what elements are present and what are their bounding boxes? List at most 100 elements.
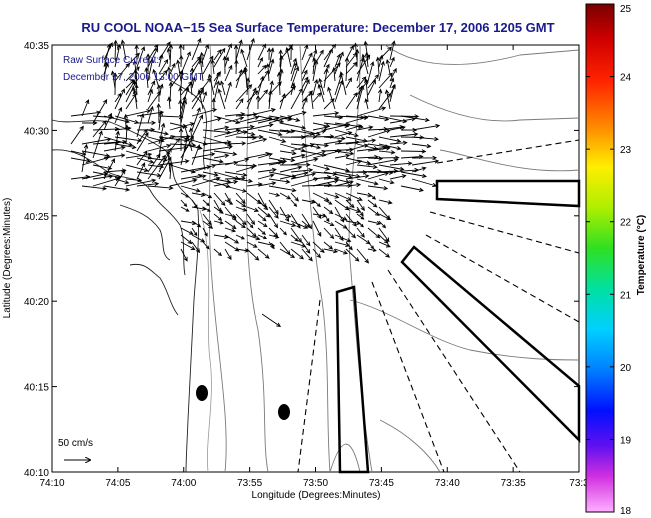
current-vector [245, 77, 251, 96]
current-vector [312, 164, 331, 171]
current-vector [312, 149, 343, 159]
current-vector [323, 43, 337, 61]
colorbar-ticks: 25 24 23 22 21 20 19 18 [586, 3, 632, 517]
current-vector [180, 234, 193, 245]
current-vector [345, 170, 368, 175]
annotation-line-2: December 17, 2006 13:00 GMT [63, 72, 204, 83]
current-vector [312, 248, 321, 259]
current-vector [191, 144, 201, 166]
current-vector [202, 91, 208, 103]
current-vector [152, 68, 160, 89]
current-vector [268, 47, 275, 68]
current-vector [318, 77, 325, 96]
current-vector [323, 62, 341, 82]
current-vector [180, 95, 187, 117]
current-vector [285, 46, 292, 68]
current-vector [290, 157, 319, 166]
current-vector [224, 192, 231, 203]
current-vector [257, 56, 263, 68]
current-vector [268, 199, 279, 215]
current-vector [147, 88, 154, 103]
current-vector [279, 162, 311, 167]
current-vector [178, 99, 183, 131]
colorbar-tick-label: 25 [620, 4, 632, 15]
current-vector [235, 220, 246, 229]
current-vector [279, 248, 296, 258]
current-vector [202, 144, 233, 152]
current-vector [378, 92, 392, 110]
current-vector [290, 213, 301, 229]
current-vector [279, 122, 307, 130]
current-vector [356, 206, 364, 217]
current-vector [147, 153, 161, 173]
current-vector [224, 220, 237, 230]
current-vector [202, 227, 208, 237]
current-vector [290, 153, 306, 159]
current-vector [378, 150, 396, 155]
current-vector [384, 89, 391, 110]
current-vector [367, 227, 381, 239]
current-vector [301, 79, 310, 96]
current-vector [125, 178, 157, 187]
current-vector [411, 123, 441, 131]
plot-frame [51, 44, 580, 473]
current-vector [169, 164, 196, 174]
current-vector [312, 57, 317, 75]
current-vector [246, 213, 256, 226]
current-vector [334, 153, 351, 159]
current-vector [290, 172, 317, 180]
figure-title: RU COOL NOAA−15 Sea Surface Temperature:… [81, 20, 554, 35]
current-vector [334, 213, 348, 221]
current-vector [202, 140, 232, 145]
current-vector [180, 227, 194, 235]
x-axis-ticks: 74:10 74:05 74:00 73:55 73:50 73:45 73:40 73:35… [39, 45, 589, 489]
current-vector [213, 71, 221, 89]
current-vector [345, 174, 370, 180]
current-vector [147, 80, 156, 96]
current-vector [136, 128, 148, 145]
current-vector [356, 164, 378, 170]
current-vector [279, 213, 292, 218]
current-vector [334, 129, 359, 138]
current-vector [290, 87, 303, 110]
current-vector [144, 67, 149, 89]
colorbar-tick-label: 19 [620, 435, 632, 446]
current-vector [188, 127, 194, 145]
current-vector [136, 46, 146, 68]
current-vector [279, 192, 292, 200]
current-vector [378, 54, 384, 68]
scale-arrow: 50 cm/s [58, 438, 93, 460]
current-vector [222, 55, 227, 75]
current-vector [312, 49, 318, 61]
current-vector [257, 199, 269, 211]
current-vector [147, 129, 169, 136]
current-vector [323, 192, 340, 199]
current-vector [356, 248, 370, 264]
current-vector [136, 181, 160, 187]
current-vector [224, 157, 250, 166]
current-vector [246, 116, 273, 124]
current-vector [114, 169, 126, 187]
current-vector [323, 241, 334, 250]
x-tick-label: 73:50 [303, 478, 328, 489]
current-vector [235, 165, 256, 173]
current-vector [224, 199, 234, 205]
current-vector [213, 47, 226, 68]
current-vector [158, 53, 164, 68]
current-vectors [70, 37, 441, 327]
colorbar-tick-label: 20 [620, 363, 632, 374]
current-vector [70, 125, 84, 145]
current-vector [257, 160, 283, 166]
current-vector [180, 192, 190, 198]
current-vector [110, 70, 116, 89]
current-vector [213, 220, 224, 225]
current-vector [411, 159, 440, 166]
current-vector [345, 159, 363, 166]
current-vector [191, 163, 217, 173]
current-vector [334, 51, 344, 75]
current-vector [213, 213, 223, 221]
current-vector [213, 179, 239, 187]
current-vector [389, 116, 417, 124]
current-vector [279, 220, 297, 227]
current-vector [301, 52, 313, 75]
